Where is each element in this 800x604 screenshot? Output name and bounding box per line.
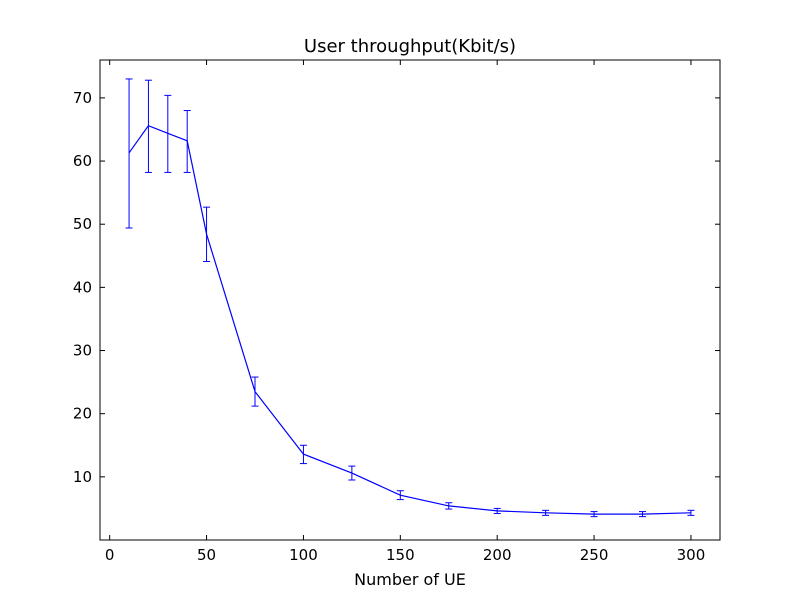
- x-axis-label: Number of UE: [354, 570, 466, 589]
- series-line: [128, 124, 691, 515]
- x-tick-label: 100: [289, 546, 318, 564]
- y-tick-label: 10: [73, 468, 92, 486]
- error-bar: [299, 444, 307, 465]
- x-tick-label: 0: [105, 546, 115, 564]
- x-tick-label: 200: [483, 546, 512, 564]
- error-bar: [445, 502, 453, 510]
- error-bar: [164, 94, 172, 173]
- y-tick-label: 60: [73, 152, 92, 170]
- error-bar: [493, 507, 501, 514]
- y-tick-label: 20: [73, 405, 92, 423]
- y-tick-label: 70: [73, 89, 92, 107]
- x-tick-label: 150: [386, 546, 415, 564]
- error-bar: [125, 78, 133, 229]
- x-tick-label: 300: [677, 546, 706, 564]
- x-tick-label: 50: [197, 546, 216, 564]
- chart-title: User throughput(Kbit/s): [304, 36, 516, 57]
- error-bar: [396, 490, 404, 501]
- error-bar: [639, 511, 646, 518]
- error-bar: [144, 79, 152, 173]
- plot-frame: [99, 59, 721, 541]
- error-bar: [251, 376, 259, 407]
- y-tick-label: 40: [73, 278, 92, 296]
- error-bar: [590, 511, 598, 518]
- y-tick-label: 30: [73, 342, 92, 360]
- x-tick-label: 250: [580, 546, 609, 564]
- y-tick-label: 50: [73, 215, 92, 233]
- error-bar: [687, 509, 695, 516]
- error-bar: [348, 465, 356, 481]
- error-bar: [183, 110, 191, 173]
- error-bar: [203, 206, 211, 262]
- error-bar: [542, 509, 550, 516]
